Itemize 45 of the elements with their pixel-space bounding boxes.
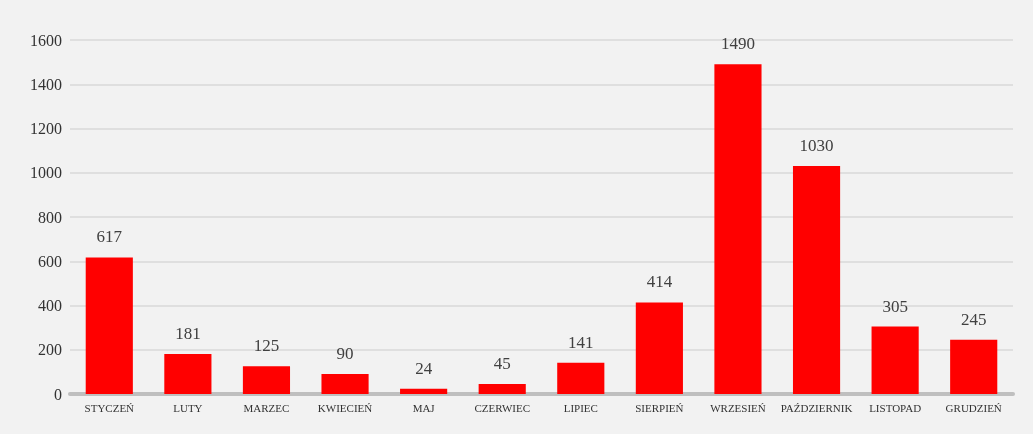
x-tick-label: SIERPIEŃ <box>635 401 684 414</box>
bar <box>164 353 212 394</box>
y-tick-label: 800 <box>38 208 62 226</box>
data-label: 414 <box>646 272 673 292</box>
data-label: 245 <box>960 309 987 329</box>
y-tick-label: 1000 <box>30 164 62 182</box>
x-tick-label: MAJ <box>412 401 436 414</box>
y-tick-label: 1200 <box>30 120 62 137</box>
y-tick-label: 200 <box>38 341 62 359</box>
x-tick-label: PAŹDZIERNIK <box>780 401 853 414</box>
bar <box>950 339 998 394</box>
x-tick-label: LIPIEC <box>563 401 598 414</box>
y-tick-label: 1400 <box>30 75 62 93</box>
y-tick-label: 600 <box>38 252 62 270</box>
x-tick-label: CZERWIEC <box>474 401 531 414</box>
bar <box>557 362 605 394</box>
data-label: 141 <box>568 332 594 352</box>
y-tick-label: 1600 <box>30 31 62 49</box>
data-label: 617 <box>96 227 123 247</box>
data-label: 90 <box>336 344 354 364</box>
data-label: 181 <box>175 323 201 343</box>
data-label: 305 <box>882 296 908 316</box>
data-label: 1030 <box>799 136 834 156</box>
x-tick-label: KWIECIEŃ <box>317 401 373 414</box>
x-tick-label: MARZEC <box>243 401 290 414</box>
x-tick-label: LISTOPAD <box>869 401 922 414</box>
x-tick-label: GRUDZIEŃ <box>945 401 1002 414</box>
x-tick-label: WRZESIEŃ <box>710 401 766 414</box>
bar <box>478 384 526 394</box>
bar <box>85 257 133 394</box>
bar <box>714 64 762 394</box>
bar <box>635 302 683 394</box>
bar <box>792 166 841 394</box>
data-label: 45 <box>493 354 511 374</box>
y-tick-label: 0 <box>54 385 62 403</box>
data-label: 1490 <box>720 34 755 54</box>
data-label: 125 <box>253 336 280 356</box>
x-tick-label: LUTY <box>173 401 203 414</box>
bar <box>400 388 448 394</box>
bar <box>242 366 291 394</box>
data-label: 24 <box>415 358 433 378</box>
bar <box>321 374 369 394</box>
y-tick-label: 400 <box>38 297 62 314</box>
bar <box>871 326 919 394</box>
x-tick-label: STYCZEŃ <box>84 401 135 414</box>
